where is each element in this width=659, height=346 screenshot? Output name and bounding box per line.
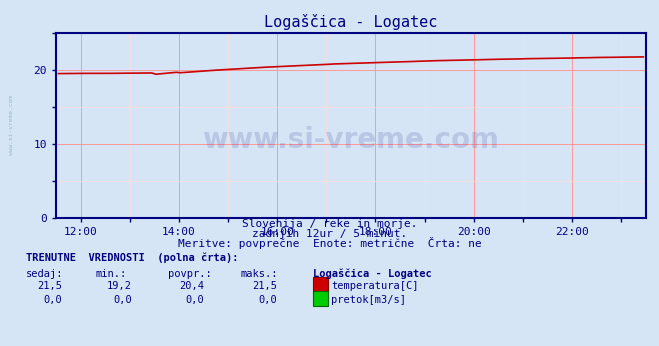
Text: maks.:: maks.: (241, 269, 278, 279)
Text: TRENUTNE  VREDNOSTI  (polna črta):: TRENUTNE VREDNOSTI (polna črta): (26, 253, 239, 263)
Text: Slovenija / reke in morje.: Slovenija / reke in morje. (242, 219, 417, 229)
Text: zadnjih 12ur / 5 minut.: zadnjih 12ur / 5 minut. (252, 229, 407, 239)
Title: Logaščica - Logatec: Logaščica - Logatec (264, 14, 438, 30)
Text: www.si-vreme.com: www.si-vreme.com (202, 126, 500, 154)
Text: 0,0: 0,0 (258, 295, 277, 305)
Text: 0,0: 0,0 (186, 295, 204, 305)
Text: Logaščica - Logatec: Logaščica - Logatec (313, 268, 432, 279)
Text: min.:: min.: (96, 269, 127, 279)
Text: 0,0: 0,0 (44, 295, 63, 305)
Text: 0,0: 0,0 (113, 295, 132, 305)
Text: 21,5: 21,5 (252, 281, 277, 291)
Text: 19,2: 19,2 (107, 281, 132, 291)
Text: www.si-vreme.com: www.si-vreme.com (9, 95, 14, 155)
Text: 20,4: 20,4 (179, 281, 204, 291)
Text: 21,5: 21,5 (38, 281, 63, 291)
Text: Meritve: povprečne  Enote: metrične  Črta: ne: Meritve: povprečne Enote: metrične Črta:… (178, 237, 481, 249)
Text: sedaj:: sedaj: (26, 269, 64, 279)
Text: pretok[m3/s]: pretok[m3/s] (331, 295, 407, 305)
Text: temperatura[C]: temperatura[C] (331, 281, 419, 291)
Text: povpr.:: povpr.: (168, 269, 212, 279)
